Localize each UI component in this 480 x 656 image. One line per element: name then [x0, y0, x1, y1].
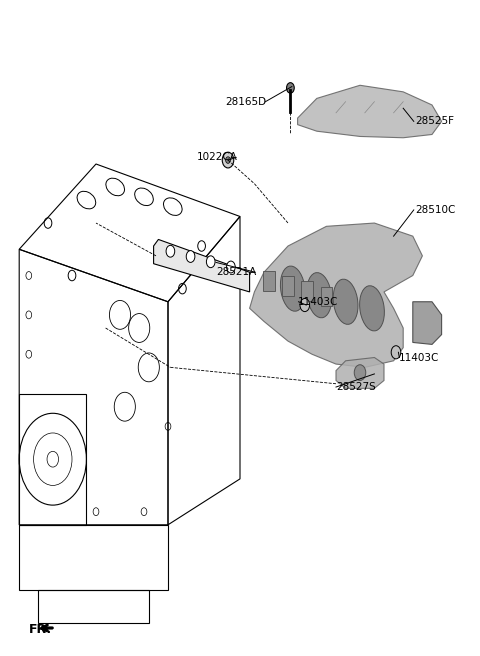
Circle shape: [166, 245, 175, 257]
Polygon shape: [413, 302, 442, 344]
Polygon shape: [250, 223, 422, 367]
Bar: [301, 281, 313, 301]
Circle shape: [287, 83, 294, 93]
Text: 28165D: 28165D: [225, 96, 266, 107]
Polygon shape: [154, 239, 250, 292]
Circle shape: [186, 251, 195, 262]
Circle shape: [227, 261, 235, 273]
Text: 11403C: 11403C: [398, 352, 439, 363]
Ellipse shape: [360, 286, 384, 331]
Circle shape: [354, 365, 366, 380]
Text: 28525F: 28525F: [415, 116, 454, 127]
Ellipse shape: [333, 279, 358, 324]
Circle shape: [206, 256, 215, 268]
Text: 28510C: 28510C: [415, 205, 456, 215]
Text: 11403C: 11403C: [298, 297, 338, 307]
Text: FR.: FR.: [29, 623, 52, 636]
Text: 28527S: 28527S: [336, 382, 376, 392]
Text: 1022CA: 1022CA: [197, 152, 238, 163]
Ellipse shape: [280, 266, 305, 311]
Bar: [321, 287, 332, 306]
Polygon shape: [298, 85, 442, 138]
Bar: [282, 276, 294, 296]
Circle shape: [226, 157, 230, 163]
Bar: [263, 271, 275, 291]
Circle shape: [222, 152, 234, 168]
Circle shape: [391, 346, 401, 359]
Ellipse shape: [307, 273, 332, 318]
Polygon shape: [336, 358, 384, 388]
Text: 28521A: 28521A: [216, 267, 257, 277]
Circle shape: [300, 298, 310, 312]
